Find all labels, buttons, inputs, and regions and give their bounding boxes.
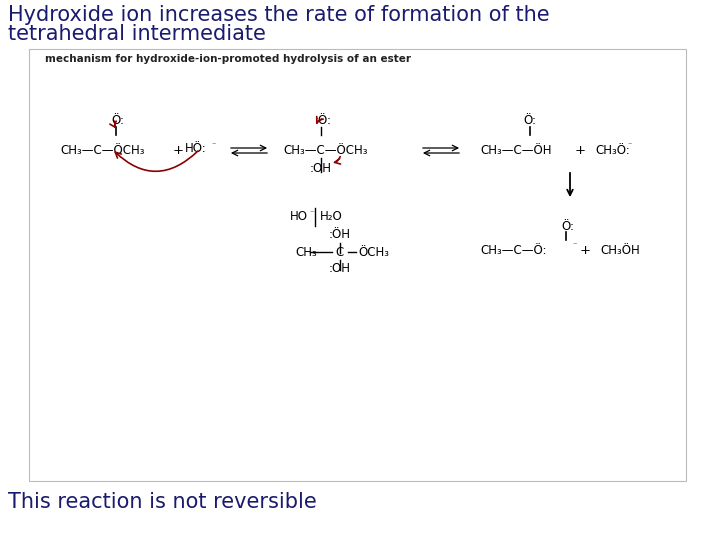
Text: Ö:: Ö: [562, 219, 575, 233]
FancyBboxPatch shape [29, 49, 686, 481]
Text: CH₃—C—ÖCH₃: CH₃—C—ÖCH₃ [283, 144, 367, 157]
Text: H₂O: H₂O [320, 211, 343, 224]
Text: :ÖH: :ÖH [329, 228, 351, 241]
Text: tetrahedral intermediate: tetrahedral intermediate [8, 24, 266, 44]
Text: +: + [580, 244, 590, 256]
Text: This reaction is not reversible: This reaction is not reversible [8, 492, 317, 512]
Text: CH₃—C—Ö:: CH₃—C—Ö: [480, 244, 546, 256]
Text: HO: HO [290, 211, 308, 224]
Text: C: C [336, 246, 344, 259]
Text: CH₃—C—ÖCH₃: CH₃—C—ÖCH₃ [60, 144, 145, 157]
Text: CH₃: CH₃ [295, 246, 317, 259]
Text: ⁻: ⁻ [628, 140, 632, 150]
Text: ⁻: ⁻ [212, 140, 216, 150]
Text: CH₃ÖH: CH₃ÖH [600, 244, 640, 256]
Text: Ö:: Ö: [523, 114, 536, 127]
Text: CH₃—C—ÖH: CH₃—C—ÖH [480, 144, 552, 157]
Text: Hydroxide ion increases the rate of formation of the: Hydroxide ion increases the rate of form… [8, 5, 549, 25]
Text: ⁻: ⁻ [573, 240, 577, 249]
Text: ÖCH₃: ÖCH₃ [358, 246, 389, 259]
Text: :OH: :OH [329, 262, 351, 275]
Text: Ö:: Ö: [112, 114, 125, 127]
Text: :OH: :OH [310, 161, 332, 174]
Text: +: + [575, 144, 585, 157]
Text: +: + [173, 144, 184, 157]
Text: ⁻: ⁻ [310, 208, 314, 218]
Text: HÖ:: HÖ: [185, 141, 207, 154]
Text: CH₃Ö:: CH₃Ö: [595, 144, 630, 157]
Text: :Ö:: :Ö: [315, 114, 331, 127]
Text: mechanism for hydroxide-ion-promoted hydrolysis of an ester: mechanism for hydroxide-ion-promoted hyd… [45, 54, 411, 64]
